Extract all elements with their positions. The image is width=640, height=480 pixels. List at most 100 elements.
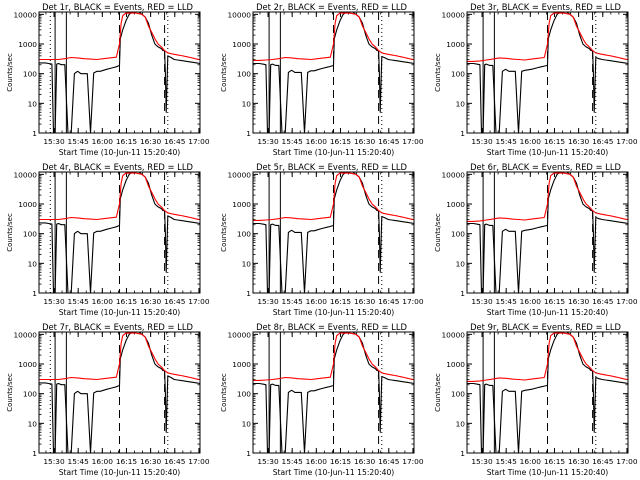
- x-tick-label: 16:30: [568, 137, 590, 146]
- y-tick-label: 100: [23, 390, 37, 399]
- y-tick-label: 1000: [446, 360, 465, 369]
- axes-frame: [252, 331, 415, 454]
- y-tick-label: 10: [28, 259, 38, 268]
- series-lld-line: [39, 172, 200, 221]
- axes-frame: [252, 171, 415, 294]
- y-tick-label: 100: [237, 70, 251, 79]
- panel-title: Det 1r, BLACK = Events, RED = LLD: [42, 2, 193, 12]
- x-tick-label: 15:45: [282, 457, 304, 466]
- y-tick-label: 10: [28, 419, 38, 428]
- y-tick-label: 100: [451, 390, 465, 399]
- x-tick-label: 15:30: [257, 137, 279, 146]
- axes-frame: [466, 171, 629, 294]
- x-tick-label: 17:00: [402, 137, 424, 146]
- y-axis-label: Counts/sec: [6, 213, 14, 252]
- y-tick-label: 1000: [232, 200, 251, 209]
- panel-det-5: Det 5r, BLACK = Events, RED = LLD Counts/…: [220, 162, 424, 317]
- y-axis-label: Counts/sec: [220, 373, 228, 412]
- y-tick-label: 10000: [227, 170, 251, 179]
- panel-title: Det 3r, BLACK = Events, RED = LLD: [470, 2, 621, 12]
- series-lld-line: [467, 332, 628, 382]
- y-tick-label: 1000: [446, 200, 465, 209]
- x-tick-label: 15:30: [471, 297, 493, 306]
- x-tick-label: 16:45: [592, 297, 614, 306]
- x-tick-label: 16:45: [164, 457, 186, 466]
- x-tick-label: 15:45: [68, 137, 90, 146]
- series-events-line: [39, 332, 200, 453]
- y-tick-label: 1: [246, 129, 251, 138]
- y-tick-label: 1: [246, 449, 251, 458]
- panel-title: Det 4r, BLACK = Events, RED = LLD: [42, 162, 193, 172]
- y-tick-label: 10000: [227, 330, 251, 339]
- series-events-line: [253, 332, 414, 453]
- x-tick-label: 16:15: [330, 457, 352, 466]
- y-tick-label: 1000: [232, 360, 251, 369]
- y-tick-label: 100: [23, 230, 37, 239]
- x-tick-label: 17:00: [616, 137, 638, 146]
- series-lld-line: [253, 332, 414, 381]
- panel-det-8: Det 8r, BLACK = Events, RED = LLD Counts/…: [220, 322, 424, 477]
- y-tick-label: 10000: [227, 10, 251, 19]
- y-axis-label: Counts/sec: [6, 373, 14, 412]
- y-tick-label: 1000: [18, 360, 37, 369]
- x-tick-label: 15:30: [43, 457, 65, 466]
- axes-frame: [38, 11, 201, 134]
- x-tick-label: 16:45: [592, 137, 614, 146]
- x-tick-label: 16:00: [520, 297, 542, 306]
- axes-frame: [252, 11, 415, 134]
- x-tick-label: 15:30: [43, 137, 65, 146]
- x-tick-label: 15:30: [257, 457, 279, 466]
- panel-det-1: Det 1r, BLACK = Events, RED = LLD Counts/…: [6, 2, 210, 157]
- x-tick-label: 16:00: [306, 137, 328, 146]
- y-tick-label: 100: [237, 390, 251, 399]
- y-tick-label: 1: [32, 449, 37, 458]
- axes-frame: [466, 331, 629, 454]
- panel-det-9: Det 9r, BLACK = Events, RED = LLD Counts/…: [434, 322, 638, 477]
- x-tick-label: 16:45: [378, 137, 400, 146]
- y-tick-label: 10: [456, 419, 466, 428]
- panel-det-2: Det 2r, BLACK = Events, RED = LLD Counts/…: [220, 2, 424, 157]
- series-events-line: [253, 172, 414, 293]
- y-tick-label: 10000: [13, 330, 37, 339]
- plot-area: [253, 332, 414, 453]
- y-axis-label: Counts/sec: [220, 213, 228, 252]
- x-tick-label: 17:00: [402, 297, 424, 306]
- x-tick-label: 16:30: [568, 297, 590, 306]
- x-axis-label: Start Time (10-Jun-11 15:20:40): [487, 468, 609, 477]
- y-tick-label: 1: [246, 289, 251, 298]
- series-events-line: [467, 172, 628, 293]
- x-tick-label: 17:00: [188, 137, 210, 146]
- x-tick-label: 16:45: [164, 297, 186, 306]
- x-tick-label: 15:45: [282, 297, 304, 306]
- x-tick-label: 17:00: [188, 297, 210, 306]
- plot-area: [39, 12, 200, 133]
- x-tick-label: 17:00: [616, 297, 638, 306]
- x-tick-label: 16:30: [140, 137, 162, 146]
- x-axis-label: Start Time (10-Jun-11 15:20:40): [487, 148, 609, 157]
- panel-title: Det 7r, BLACK = Events, RED = LLD: [42, 322, 193, 332]
- x-tick-label: 16:00: [92, 137, 114, 146]
- y-tick-label: 1000: [232, 40, 251, 49]
- x-tick-label: 16:30: [568, 457, 590, 466]
- x-tick-label: 17:00: [402, 457, 424, 466]
- x-tick-label: 16:30: [140, 457, 162, 466]
- y-tick-label: 100: [451, 230, 465, 239]
- series-lld-line: [467, 172, 628, 222]
- x-tick-label: 15:45: [496, 297, 518, 306]
- x-tick-label: 15:30: [257, 297, 279, 306]
- y-tick-label: 100: [237, 230, 251, 239]
- x-tick-label: 16:30: [140, 297, 162, 306]
- x-axis-label: Start Time (10-Jun-11 15:20:40): [59, 148, 181, 157]
- x-tick-label: 16:30: [354, 137, 376, 146]
- x-tick-label: 16:45: [164, 137, 186, 146]
- panel-title: Det 8r, BLACK = Events, RED = LLD: [256, 322, 407, 332]
- y-axis-label: Counts/sec: [434, 373, 442, 412]
- x-tick-label: 16:00: [92, 297, 114, 306]
- series-lld-line: [39, 332, 200, 381]
- plot-area: [253, 12, 414, 133]
- series-events-line: [39, 12, 200, 133]
- x-axis-label: Start Time (10-Jun-11 15:20:40): [59, 308, 181, 317]
- x-tick-label: 16:30: [354, 457, 376, 466]
- x-tick-label: 15:45: [68, 297, 90, 306]
- y-tick-label: 1: [460, 129, 465, 138]
